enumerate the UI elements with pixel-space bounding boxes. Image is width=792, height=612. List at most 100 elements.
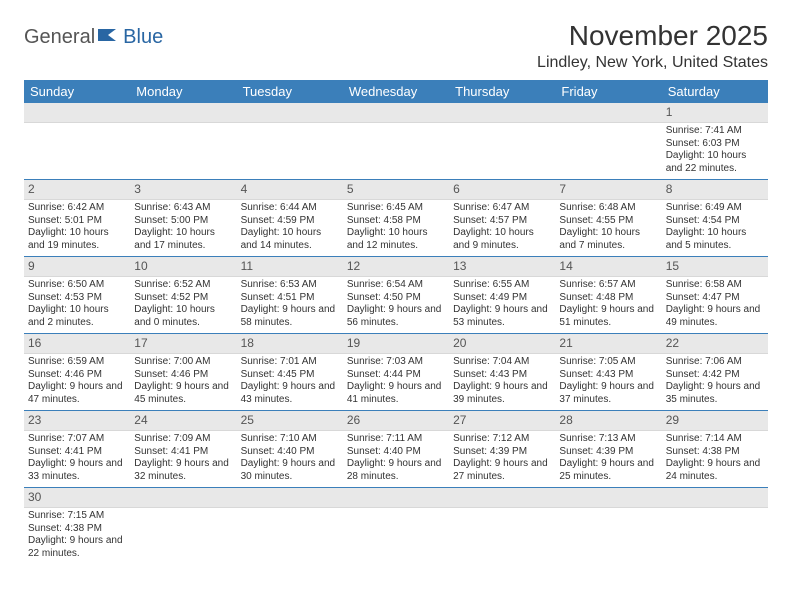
day-number: 11: [237, 257, 343, 277]
day-number: 26: [343, 411, 449, 431]
day-body: Sunrise: 6:52 AMSunset: 4:52 PMDaylight:…: [130, 277, 236, 333]
daylight-text: Daylight: 9 hours and 37 minutes.: [559, 381, 657, 406]
day-number: [343, 488, 449, 508]
day-number: 19: [343, 334, 449, 354]
logo-text-general: General: [24, 26, 95, 49]
day-number: 6: [449, 180, 555, 200]
day-body: Sunrise: 6:54 AMSunset: 4:50 PMDaylight:…: [343, 277, 449, 333]
week-row: 1Sunrise: 7:41 AMSunset: 6:03 PMDaylight…: [24, 103, 768, 180]
day-body: Sunrise: 6:42 AMSunset: 5:01 PMDaylight:…: [24, 200, 130, 256]
calendar-cell: 5Sunrise: 6:45 AMSunset: 4:58 PMDaylight…: [343, 180, 449, 256]
daylight-text: Daylight: 10 hours and 12 minutes.: [347, 227, 445, 252]
sunset-text: Sunset: 4:57 PM: [453, 215, 551, 228]
daylight-text: Daylight: 10 hours and 17 minutes.: [134, 227, 232, 252]
day-body: [130, 123, 236, 173]
daylight-text: Daylight: 9 hours and 27 minutes.: [453, 458, 551, 483]
calendar-cell: 13Sunrise: 6:55 AMSunset: 4:49 PMDayligh…: [449, 257, 555, 333]
sunrise-text: Sunrise: 7:03 AM: [347, 356, 445, 369]
daylight-text: Daylight: 9 hours and 28 minutes.: [347, 458, 445, 483]
sunrise-text: Sunrise: 7:00 AM: [134, 356, 232, 369]
calendar-cell: 21Sunrise: 7:05 AMSunset: 4:43 PMDayligh…: [555, 334, 661, 410]
day-number: 15: [662, 257, 768, 277]
day-body: [662, 508, 768, 558]
calendar-cell: [555, 103, 661, 179]
calendar-cell: 1Sunrise: 7:41 AMSunset: 6:03 PMDaylight…: [662, 103, 768, 179]
sunset-text: Sunset: 4:39 PM: [559, 446, 657, 459]
day-body: Sunrise: 6:45 AMSunset: 4:58 PMDaylight:…: [343, 200, 449, 256]
day-body: Sunrise: 6:57 AMSunset: 4:48 PMDaylight:…: [555, 277, 661, 333]
day-number: [237, 103, 343, 123]
day-header: Monday: [130, 80, 236, 103]
calendar: SundayMondayTuesdayWednesdayThursdayFrid…: [24, 80, 768, 564]
sunset-text: Sunset: 4:43 PM: [559, 369, 657, 382]
day-body: [343, 508, 449, 558]
calendar-cell: 28Sunrise: 7:13 AMSunset: 4:39 PMDayligh…: [555, 411, 661, 487]
logo: General Blue: [24, 26, 163, 49]
daylight-text: Daylight: 10 hours and 19 minutes.: [28, 227, 126, 252]
sunset-text: Sunset: 4:43 PM: [453, 369, 551, 382]
calendar-cell: 9Sunrise: 6:50 AMSunset: 4:53 PMDaylight…: [24, 257, 130, 333]
sunrise-text: Sunrise: 7:12 AM: [453, 433, 551, 446]
sunset-text: Sunset: 4:42 PM: [666, 369, 764, 382]
title-block: November 2025 Lindley, New York, United …: [537, 20, 768, 72]
daylight-text: Daylight: 9 hours and 56 minutes.: [347, 304, 445, 329]
calendar-cell: 22Sunrise: 7:06 AMSunset: 4:42 PMDayligh…: [662, 334, 768, 410]
calendar-cell: 15Sunrise: 6:58 AMSunset: 4:47 PMDayligh…: [662, 257, 768, 333]
weeks-container: 1Sunrise: 7:41 AMSunset: 6:03 PMDaylight…: [24, 103, 768, 564]
day-number: [555, 488, 661, 508]
day-number: 1: [662, 103, 768, 123]
sunrise-text: Sunrise: 6:43 AM: [134, 202, 232, 215]
day-body: Sunrise: 7:12 AMSunset: 4:39 PMDaylight:…: [449, 431, 555, 487]
calendar-cell: [130, 488, 236, 564]
calendar-cell: 14Sunrise: 6:57 AMSunset: 4:48 PMDayligh…: [555, 257, 661, 333]
day-body: Sunrise: 7:41 AMSunset: 6:03 PMDaylight:…: [662, 123, 768, 179]
day-number: 5: [343, 180, 449, 200]
day-body: Sunrise: 7:11 AMSunset: 4:40 PMDaylight:…: [343, 431, 449, 487]
day-header-row: SundayMondayTuesdayWednesdayThursdayFrid…: [24, 80, 768, 103]
sunset-text: Sunset: 4:55 PM: [559, 215, 657, 228]
calendar-cell: [343, 488, 449, 564]
day-header: Friday: [555, 80, 661, 103]
calendar-cell: 16Sunrise: 6:59 AMSunset: 4:46 PMDayligh…: [24, 334, 130, 410]
sunset-text: Sunset: 4:44 PM: [347, 369, 445, 382]
daylight-text: Daylight: 10 hours and 0 minutes.: [134, 304, 232, 329]
day-body: [449, 123, 555, 173]
day-body: [343, 123, 449, 173]
sunset-text: Sunset: 4:52 PM: [134, 292, 232, 305]
day-body: Sunrise: 6:58 AMSunset: 4:47 PMDaylight:…: [662, 277, 768, 333]
day-body: [237, 508, 343, 558]
flag-icon: [98, 27, 120, 48]
day-body: Sunrise: 6:43 AMSunset: 5:00 PMDaylight:…: [130, 200, 236, 256]
day-number: 22: [662, 334, 768, 354]
daylight-text: Daylight: 9 hours and 35 minutes.: [666, 381, 764, 406]
daylight-text: Daylight: 9 hours and 39 minutes.: [453, 381, 551, 406]
day-number: [449, 488, 555, 508]
sunrise-text: Sunrise: 7:05 AM: [559, 356, 657, 369]
daylight-text: Daylight: 9 hours and 53 minutes.: [453, 304, 551, 329]
calendar-cell: [449, 103, 555, 179]
calendar-cell: 27Sunrise: 7:12 AMSunset: 4:39 PMDayligh…: [449, 411, 555, 487]
calendar-cell: 20Sunrise: 7:04 AMSunset: 4:43 PMDayligh…: [449, 334, 555, 410]
day-body: Sunrise: 7:14 AMSunset: 4:38 PMDaylight:…: [662, 431, 768, 487]
sunrise-text: Sunrise: 6:45 AM: [347, 202, 445, 215]
sunset-text: Sunset: 6:03 PM: [666, 138, 764, 151]
sunset-text: Sunset: 4:53 PM: [28, 292, 126, 305]
daylight-text: Daylight: 9 hours and 30 minutes.: [241, 458, 339, 483]
sunrise-text: Sunrise: 7:07 AM: [28, 433, 126, 446]
day-number: 12: [343, 257, 449, 277]
header: General Blue November 2025 Lindley, New …: [24, 20, 768, 72]
sunrise-text: Sunrise: 7:09 AM: [134, 433, 232, 446]
calendar-cell: 11Sunrise: 6:53 AMSunset: 4:51 PMDayligh…: [237, 257, 343, 333]
daylight-text: Daylight: 9 hours and 33 minutes.: [28, 458, 126, 483]
calendar-cell: 24Sunrise: 7:09 AMSunset: 4:41 PMDayligh…: [130, 411, 236, 487]
day-number: 24: [130, 411, 236, 431]
day-body: Sunrise: 6:59 AMSunset: 4:46 PMDaylight:…: [24, 354, 130, 410]
daylight-text: Daylight: 9 hours and 22 minutes.: [28, 535, 126, 560]
day-number: 9: [24, 257, 130, 277]
day-number: 8: [662, 180, 768, 200]
sunrise-text: Sunrise: 6:44 AM: [241, 202, 339, 215]
day-body: Sunrise: 7:01 AMSunset: 4:45 PMDaylight:…: [237, 354, 343, 410]
calendar-cell: [24, 103, 130, 179]
calendar-cell: [343, 103, 449, 179]
day-body: Sunrise: 7:07 AMSunset: 4:41 PMDaylight:…: [24, 431, 130, 487]
